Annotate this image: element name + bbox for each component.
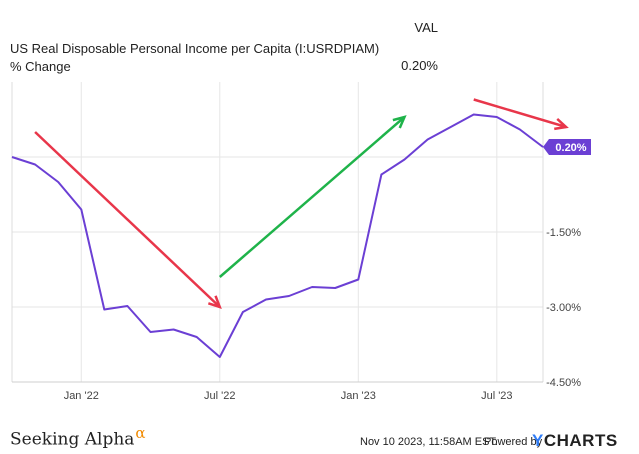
series-current-value: 0.20% [401,58,438,73]
annotation-arrow-head [554,117,569,131]
x-tick-label: Jan '22 [64,390,99,402]
x-tick-label: Jan '23 [341,390,376,402]
annotation-arrow-shaft [218,116,406,278]
annotation-arrow-shaft [34,131,221,308]
ycharts-y-mark: Y [532,431,544,450]
x-tick-label: Jul '23 [481,390,512,402]
y-tick-label: -1.50% [546,227,581,239]
series-name-label: US Real Disposable Personal Income per C… [10,41,380,74]
annotation-arrow-head [392,115,407,129]
ycharts-wordmark: CHARTS [543,431,618,450]
annotation-arrow-head [207,295,222,309]
last-value-tag [543,139,591,155]
val-column-header: VAL [414,20,438,35]
y-tick-label: -4.50% [546,377,581,389]
y-tick-label: -3.00% [546,302,581,314]
x-tick-label: Jul '22 [204,390,235,402]
last-value-label: 0.20% [555,142,586,154]
seeking-alpha-logo: Seeking Alphaα [10,424,146,450]
timestamp: Nov 10 2023, 11:58AM EST. [360,436,498,448]
powered-by-label: Powered by [484,436,543,448]
annotation-arrow-shaft [473,98,567,129]
alpha-icon: α [135,424,146,442]
series-line [11,113,544,358]
ycharts-logo: YCHARTS [532,431,618,451]
brand-text: Seeking Alpha [10,429,135,450]
